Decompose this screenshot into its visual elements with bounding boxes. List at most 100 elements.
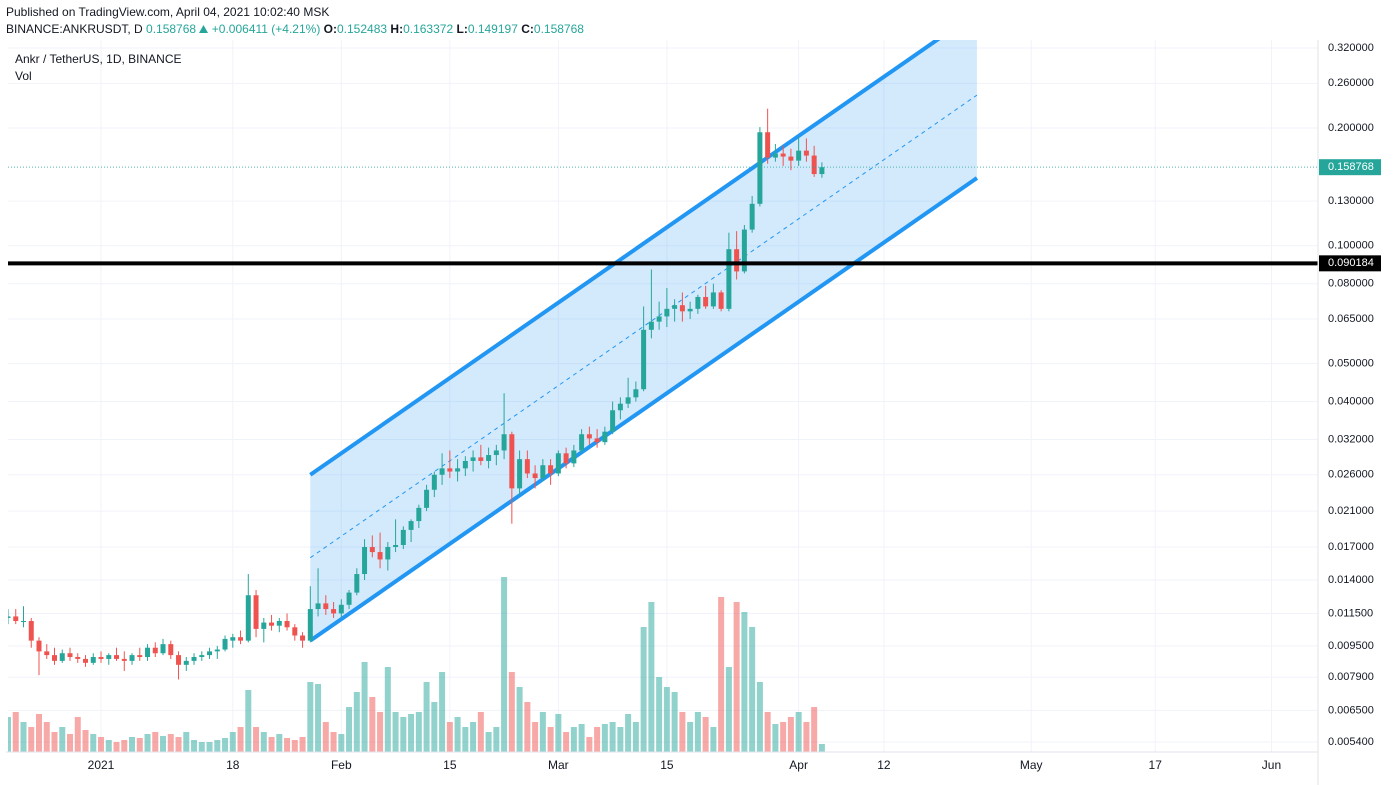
candle-body <box>176 655 182 665</box>
volume-bar <box>98 737 105 752</box>
volume-bar <box>222 738 229 752</box>
volume-bar <box>446 722 453 752</box>
volume-bar <box>160 736 167 752</box>
volume-bar <box>353 692 360 752</box>
candle-body <box>462 460 468 469</box>
candle-body <box>524 459 530 474</box>
candle-body <box>369 546 375 553</box>
volume-bar <box>601 724 608 752</box>
volume-bar <box>307 682 314 752</box>
volume-bar <box>322 722 329 752</box>
volume-bar <box>772 724 779 752</box>
candle-body <box>431 474 437 490</box>
volume-bar <box>524 702 531 752</box>
volume-bar <box>59 727 66 752</box>
candle-body <box>222 638 228 650</box>
candle-body <box>455 468 461 472</box>
up-arrow-icon <box>199 25 209 33</box>
candle-body <box>36 640 42 652</box>
volume-bar <box>51 732 58 752</box>
candle-body <box>323 603 329 610</box>
close-label: C: <box>521 22 534 36</box>
candle-body <box>579 434 585 451</box>
y-tick-label: 0.021000 <box>1328 505 1374 517</box>
candle-body <box>540 465 546 479</box>
candle-body <box>300 635 306 641</box>
y-tick-label: 0.005400 <box>1328 736 1374 748</box>
volume-bar <box>818 744 825 752</box>
volume-bar <box>136 738 143 752</box>
volume-bar <box>369 697 376 752</box>
candle-body <box>672 305 678 309</box>
candle-body <box>447 468 453 472</box>
candle-body <box>59 653 65 661</box>
candle-body <box>586 434 592 439</box>
volume-bar <box>28 727 35 752</box>
legend-title: Ankr / TetherUS, 1D, BINANCE <box>15 52 182 66</box>
volume-bar <box>167 734 174 752</box>
volume-bar <box>268 737 275 752</box>
channel-upper <box>309 40 941 477</box>
volume-bar <box>330 732 337 752</box>
volume-bar <box>229 732 236 752</box>
candle-body <box>393 545 399 547</box>
candle-body <box>493 450 499 456</box>
candle-body <box>199 655 205 658</box>
candle-body <box>191 657 197 661</box>
candle-body <box>734 249 740 272</box>
volume-bar <box>702 717 709 752</box>
volume-bar <box>237 727 244 752</box>
symbol: BINANCE:ANKRUSDT, D <box>6 22 143 36</box>
volume-bar <box>214 740 221 752</box>
volume-bar <box>253 727 260 752</box>
candle-body <box>137 655 143 658</box>
volume-bar <box>656 677 663 752</box>
candle-body <box>269 622 275 626</box>
volume-bar <box>144 734 151 752</box>
candle-body <box>385 546 391 560</box>
volume-bar <box>82 730 89 752</box>
volume-bar <box>532 722 539 752</box>
volume-bar <box>105 740 112 752</box>
volume-bar <box>439 672 446 752</box>
candle-body <box>145 647 151 658</box>
volume-bar <box>206 742 213 752</box>
volume-bar <box>501 577 508 752</box>
x-tick-label: 15 <box>443 758 457 772</box>
x-tick-label: Apr <box>789 758 808 772</box>
open-label: O: <box>323 22 337 36</box>
plot-area <box>8 40 1318 752</box>
volume-bar <box>245 690 252 752</box>
candle-body <box>439 468 445 475</box>
volume-bar <box>36 714 43 752</box>
candle-body <box>803 150 809 156</box>
volume-bar <box>609 722 616 752</box>
candle-body <box>152 647 158 654</box>
volume-bar <box>8 717 11 752</box>
candle-body <box>501 434 507 451</box>
candle-body <box>354 574 360 593</box>
hline-label: 0.090184 <box>1328 257 1374 269</box>
y-tick-label: 0.040000 <box>1328 395 1374 407</box>
open-value: 0.152483 <box>337 22 388 36</box>
volume-bar <box>547 727 554 752</box>
candle-body <box>679 305 685 312</box>
published-line: Published on TradingView.com, April 04, … <box>6 5 330 19</box>
candle-body <box>28 620 34 641</box>
high-value: 0.163372 <box>403 22 454 36</box>
candle-body <box>8 616 11 618</box>
volume-bar <box>361 662 368 752</box>
close-value: 0.158768 <box>533 22 584 36</box>
candle-body <box>106 655 112 659</box>
candle-body <box>346 592 352 605</box>
volume-bar <box>632 722 639 752</box>
candle-body <box>532 473 538 479</box>
x-tick-label: Mar <box>548 758 569 772</box>
candle-body <box>377 552 383 560</box>
volume-bar <box>586 737 593 752</box>
volume-bar <box>198 742 205 752</box>
candle-body <box>315 603 321 610</box>
candle-body <box>338 604 344 614</box>
candle-body <box>796 150 802 161</box>
